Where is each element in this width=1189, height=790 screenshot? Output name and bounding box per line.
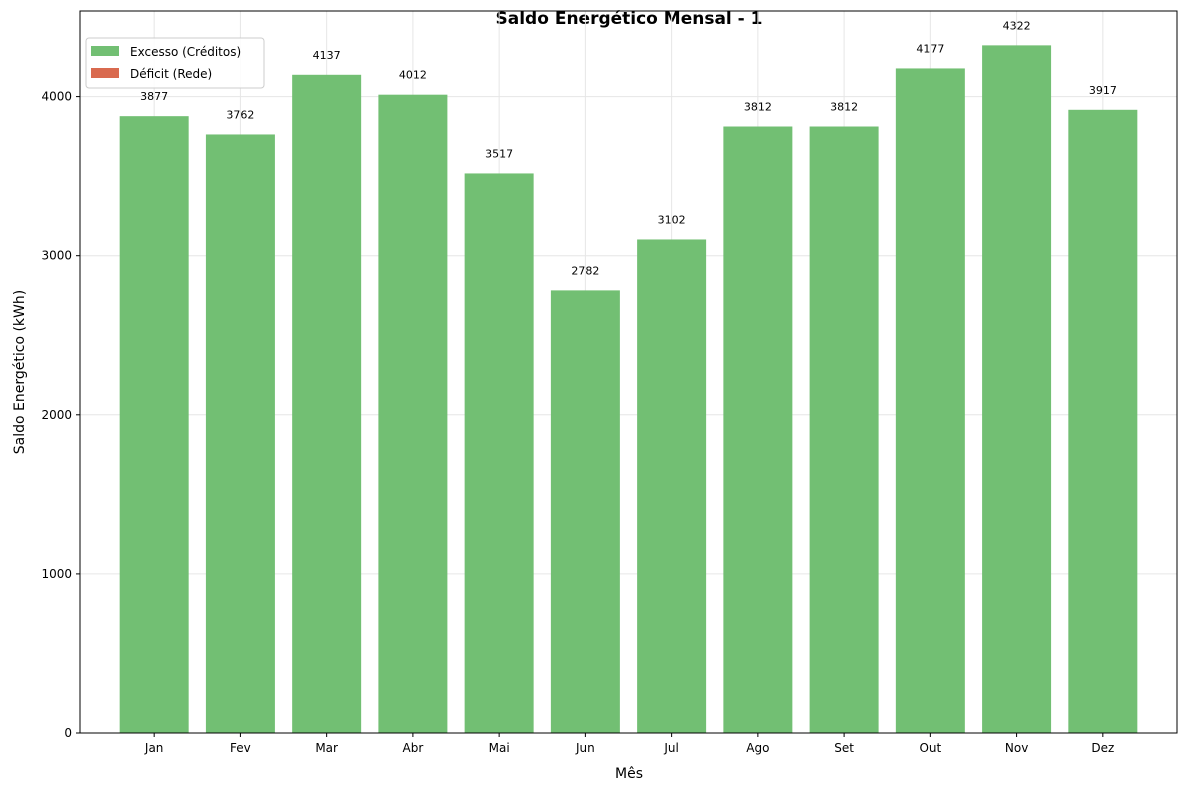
data-label-abr: 4012 (399, 69, 427, 82)
x-tick-label: Nov (1005, 741, 1028, 755)
y-tick-label: 0 (64, 726, 72, 740)
y-axis-label: Saldo Energético (kWh) (12, 290, 28, 454)
y-axis: 0 1000 2000 3000 4000 (41, 90, 80, 740)
x-tick-label: Jun (575, 741, 595, 755)
data-label-jun: 2782 (571, 264, 599, 277)
legend-label-excesso: Excesso (Créditos) (130, 45, 241, 59)
x-tick-label: Jan (144, 741, 164, 755)
data-label-nov: 4322 (1003, 19, 1031, 32)
x-tick-label: Ago (746, 741, 769, 755)
x-axis-label: Mês (615, 766, 643, 782)
legend-swatch-excesso (91, 46, 119, 56)
data-label-jul: 3102 (658, 213, 686, 226)
bar-fev (205, 134, 275, 734)
x-tick-label: Mai (489, 741, 510, 755)
x-tick-label: Jul (663, 741, 678, 755)
data-label-ago: 3812 (744, 101, 772, 114)
bar-jun (550, 290, 620, 733)
data-label-set: 3812 (830, 101, 858, 114)
x-tick-label: Abr (403, 741, 424, 755)
y-tick-label: 4000 (41, 90, 72, 104)
bar-ago (723, 126, 793, 734)
data-label-mar: 4137 (313, 49, 341, 62)
bar-jul (637, 239, 707, 733)
data-label-jan: 3877 (140, 90, 168, 103)
bars (119, 45, 1138, 734)
chart-title: Saldo Energético Mensal - 1 (496, 9, 763, 29)
bar-mar (292, 74, 362, 734)
bar-out (895, 68, 965, 734)
x-tick-label: Out (919, 741, 941, 755)
data-label-mai: 3517 (485, 147, 513, 160)
x-tick-label: Set (834, 741, 854, 755)
legend-swatch-deficit (91, 68, 119, 78)
bar-set (809, 126, 879, 734)
bar-abr (378, 94, 448, 734)
bar-mai (464, 173, 534, 734)
legend: Excesso (Créditos) Déficit (Rede) (85, 37, 265, 89)
x-tick-label: Mar (315, 741, 338, 755)
x-tick-label: Dez (1091, 741, 1114, 755)
x-tick-label: Fev (230, 741, 251, 755)
bar-dez (1068, 109, 1138, 733)
bar-jan (119, 116, 189, 733)
plot-frame (79, 10, 1178, 734)
x-axis: Jan Fev Mar Abr Mai Jun Jul Ago Set Out Nov Dez (144, 733, 1114, 755)
legend-box (85, 37, 265, 89)
data-label-fev: 3762 (226, 108, 254, 121)
legend-label-deficit: Déficit (Rede) (130, 67, 212, 81)
y-tick-label: 3000 (41, 249, 72, 263)
bar-nov (982, 45, 1052, 734)
y-tick-label: 2000 (41, 408, 72, 422)
data-label-dez: 3917 (1089, 84, 1117, 97)
data-label-out: 4177 (916, 42, 944, 55)
data-labels: 3877 3762 4137 4012 3517 2782 3102 3812 3812 4177… (140, 19, 1117, 277)
y-tick-label: 1000 (41, 567, 72, 581)
